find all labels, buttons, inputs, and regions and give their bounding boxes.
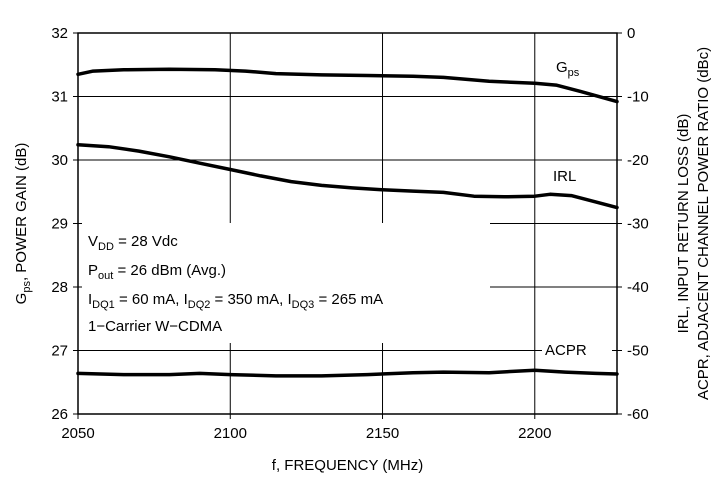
annotation-line: IDQ1 = 60 mA, IDQ2 = 350 mA, IDQ3 = 265 … xyxy=(88,291,383,311)
annotation-line: VDD = 28 Vdc xyxy=(88,233,178,253)
series-label-irl: IRL xyxy=(553,168,576,185)
right-tick-label: -40 xyxy=(627,279,649,296)
right-tick-label: 0 xyxy=(627,25,635,42)
series-line-gps xyxy=(76,67,619,104)
left-tick-label: 26 xyxy=(51,406,68,423)
series-line-acpr xyxy=(76,368,619,378)
x-tick-label: 2150 xyxy=(366,425,399,442)
left-tick-label: 30 xyxy=(51,152,68,169)
right-tick-label: -60 xyxy=(627,406,649,423)
right-axis-title-line2: ACPR, ADJACENT CHANNEL POWER RATIO (dBc) xyxy=(695,47,712,400)
annotation-line: Pout = 26 dBm (Avg.) xyxy=(88,262,226,282)
series-label-gps: Gps xyxy=(556,59,580,79)
series-label-acpr: ACPR xyxy=(545,342,587,359)
left-tick-label: 29 xyxy=(51,216,68,233)
left-tick-label: 31 xyxy=(51,89,68,106)
right-axis-title-line1: IRL, INPUT RETURN LOSS (dB) xyxy=(675,114,692,334)
right-tick-label: -10 xyxy=(627,89,649,106)
left-tick-label: 28 xyxy=(51,279,68,296)
series-line-irl xyxy=(76,143,619,210)
x-axis-title: f, FREQUENCY (MHz) xyxy=(272,457,423,474)
left-axis-title: Gps, POWER GAIN (dB) xyxy=(13,143,33,305)
x-tick-label: 2100 xyxy=(214,425,247,442)
annotation-box xyxy=(82,223,490,343)
right-tick-label: -30 xyxy=(627,216,649,233)
right-tick-label: -20 xyxy=(627,152,649,169)
irl-label-bg xyxy=(550,164,595,186)
left-tick-label: 27 xyxy=(51,343,68,360)
x-tick-label: 2200 xyxy=(518,425,551,442)
annotation-line: 1−Carrier W−CDMA xyxy=(88,318,222,335)
left-tick-label: 32 xyxy=(51,25,68,42)
acpr-label-bg xyxy=(542,338,612,360)
x-tick-label: 2050 xyxy=(61,425,94,442)
right-tick-label: -50 xyxy=(627,343,649,360)
